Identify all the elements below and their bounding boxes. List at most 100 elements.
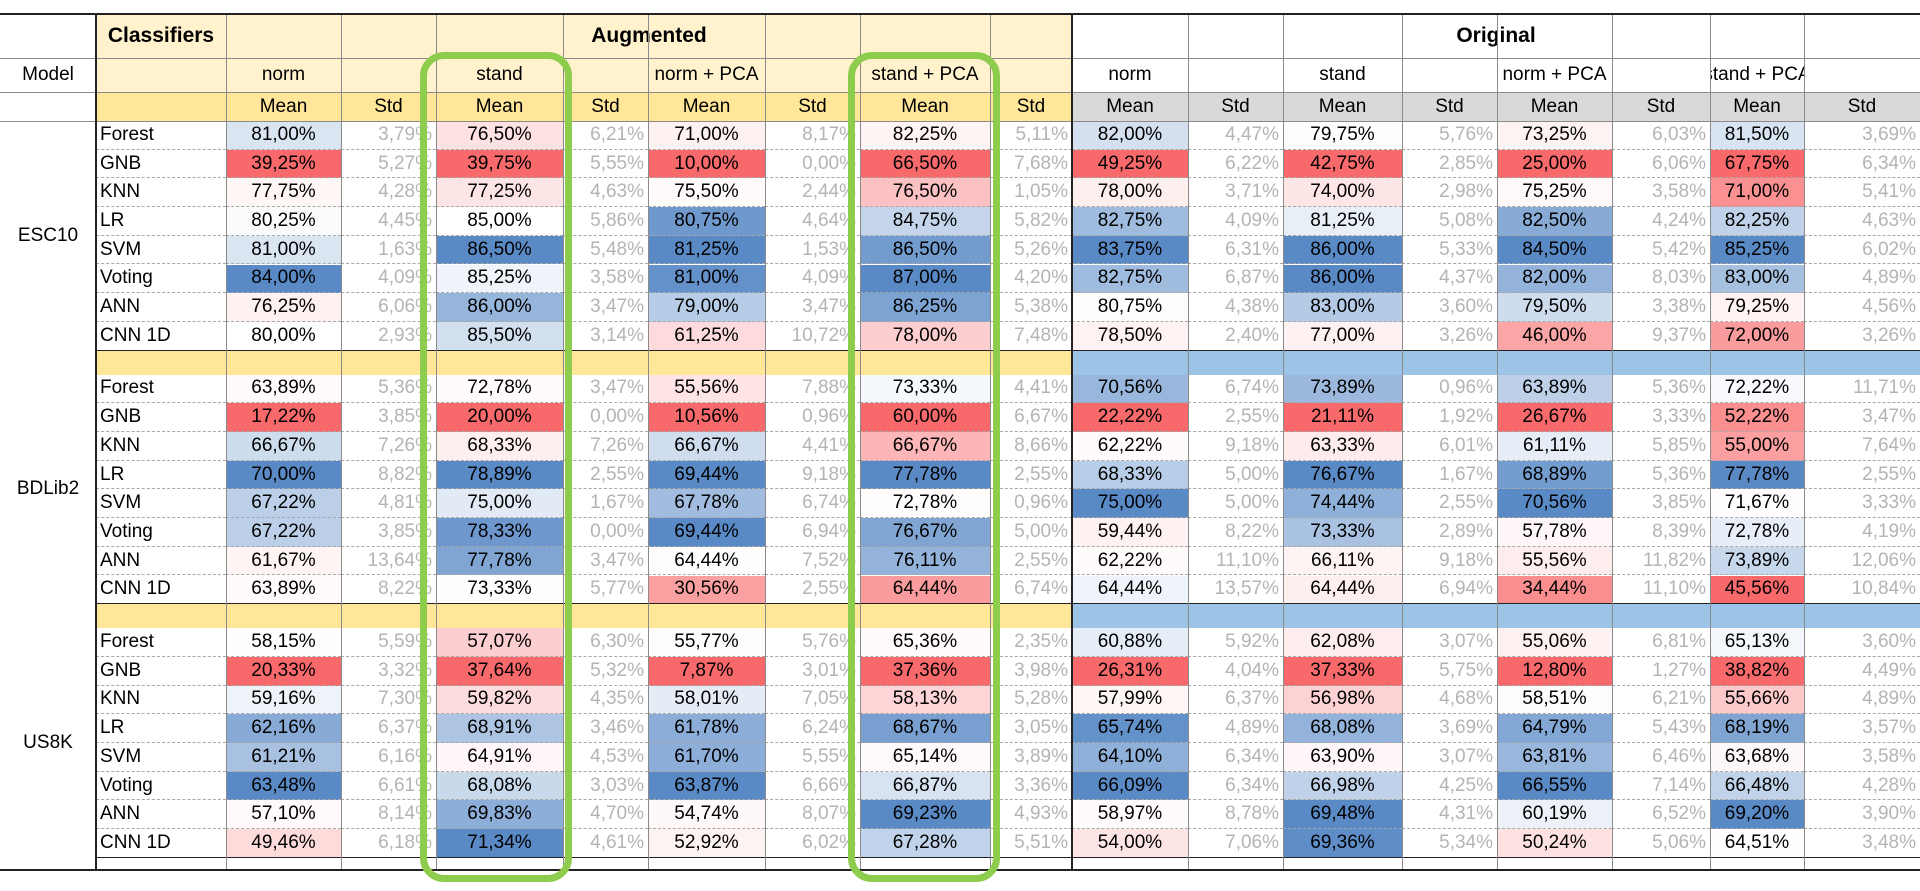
std-cell: 4,41% xyxy=(765,432,860,461)
std-cell: 3,47% xyxy=(765,293,860,322)
mean-cell: 70,56% xyxy=(1072,374,1188,404)
dataset-label-esc10: ESC10 xyxy=(0,121,96,351)
mean-cell: 76,50% xyxy=(860,178,990,208)
mean-cell: 54,74% xyxy=(648,800,765,830)
mean-cell: 57,99% xyxy=(1072,685,1188,715)
std-cell: 9,18% xyxy=(765,460,860,490)
std-cell: 2,44% xyxy=(765,178,860,208)
separator-row xyxy=(1072,350,1920,375)
mean-cell: 25,00% xyxy=(1497,149,1612,179)
classifier-label: GNB xyxy=(96,149,226,179)
mean-cell: 72,78% xyxy=(436,374,563,404)
separator-row xyxy=(96,350,1072,375)
mean-cell: 69,48% xyxy=(1283,800,1402,830)
mean-cell: 68,08% xyxy=(436,771,563,801)
std-cell: 5,77% xyxy=(563,575,648,605)
std-header: Std xyxy=(1612,92,1710,121)
mean-cell: 34,44% xyxy=(1497,575,1612,605)
classifier-label: LR xyxy=(96,460,226,490)
std-cell: 4,41% xyxy=(990,374,1072,404)
mean-cell: 52,92% xyxy=(648,829,765,858)
mean-header: Mean xyxy=(1497,92,1612,121)
classifier-label: ANN xyxy=(96,546,226,576)
mean-cell: 66,67% xyxy=(648,432,765,461)
std-cell: 4,19% xyxy=(1804,518,1920,547)
mean-cell: 86,25% xyxy=(860,293,990,322)
mean-cell: 63,89% xyxy=(1497,374,1612,404)
std-cell: 6,37% xyxy=(341,714,436,743)
std-cell: 2,85% xyxy=(1402,149,1497,179)
mean-cell: 42,75% xyxy=(1283,149,1402,179)
augmented-original-border xyxy=(1071,14,1073,869)
mean-cell: 69,83% xyxy=(436,800,563,830)
classifier-label: SVM xyxy=(96,235,226,265)
grid-line xyxy=(226,14,227,869)
mean-cell: 68,19% xyxy=(1710,714,1804,743)
classifier-label: GNB xyxy=(96,656,226,686)
std-cell: 3,47% xyxy=(563,546,648,576)
mean-cell: 20,33% xyxy=(226,656,341,686)
mean-cell: 63,48% xyxy=(226,771,341,801)
std-cell: 3,79% xyxy=(341,121,436,150)
mean-cell: 78,00% xyxy=(860,321,990,351)
mean-cell: 65,14% xyxy=(860,743,990,772)
mean-cell: 68,89% xyxy=(1497,460,1612,490)
mean-cell: 64,79% xyxy=(1497,714,1612,743)
mean-header: Mean xyxy=(436,92,563,121)
group-header-spacer xyxy=(990,58,1072,92)
mean-cell: 83,75% xyxy=(1072,235,1188,265)
mean-cell: 80,00% xyxy=(226,321,341,351)
std-cell: 5,59% xyxy=(341,628,436,657)
std-cell: 5,86% xyxy=(563,207,648,236)
mean-cell: 80,75% xyxy=(1072,293,1188,322)
std-cell: 3,60% xyxy=(1804,628,1920,657)
std-cell: 6,67% xyxy=(990,403,1072,432)
mean-cell: 73,33% xyxy=(1283,518,1402,547)
std-cell: 6,34% xyxy=(1188,771,1283,801)
original-header: Original xyxy=(1072,14,1920,58)
std-cell: 6,61% xyxy=(341,771,436,801)
std-header: Std xyxy=(341,92,436,121)
mean-cell: 79,25% xyxy=(1710,293,1804,322)
blank-header xyxy=(0,92,96,121)
std-cell: 1,63% xyxy=(341,235,436,265)
std-cell: 4,04% xyxy=(1188,656,1283,686)
mean-cell: 7,87% xyxy=(648,656,765,686)
group-header-spacer xyxy=(1402,58,1497,92)
mean-cell: 84,75% xyxy=(860,207,990,236)
std-cell: 4,35% xyxy=(563,685,648,715)
mean-cell: 58,51% xyxy=(1497,685,1612,715)
mean-cell: 77,78% xyxy=(860,460,990,490)
std-cell: 3,38% xyxy=(1612,293,1710,322)
std-cell: 8,07% xyxy=(765,800,860,830)
mean-cell: 82,00% xyxy=(1072,121,1188,150)
mean-cell: 70,56% xyxy=(1497,489,1612,519)
std-cell: 4,45% xyxy=(341,207,436,236)
mean-cell: 61,67% xyxy=(226,546,341,576)
std-cell: 5,55% xyxy=(563,149,648,179)
mean-cell: 71,34% xyxy=(436,829,563,858)
mean-cell: 55,56% xyxy=(648,374,765,404)
mean-cell: 62,08% xyxy=(1283,628,1402,657)
std-cell: 3,32% xyxy=(341,656,436,686)
mean-cell: 85,50% xyxy=(436,321,563,351)
mean-cell: 73,33% xyxy=(860,374,990,404)
mean-header: Mean xyxy=(1072,92,1188,121)
blank-header xyxy=(96,92,226,121)
std-cell: 6,30% xyxy=(563,628,648,657)
std-cell: 4,31% xyxy=(1402,800,1497,830)
std-cell: 3,47% xyxy=(1804,403,1920,432)
std-cell: 4,28% xyxy=(341,178,436,208)
std-cell: 8,82% xyxy=(341,460,436,490)
separator-row xyxy=(0,350,96,375)
std-cell: 8,39% xyxy=(1612,518,1710,547)
grid-line xyxy=(1402,14,1403,869)
std-cell: 3,07% xyxy=(1402,743,1497,772)
mean-cell: 76,50% xyxy=(436,121,563,150)
mean-cell: 77,00% xyxy=(1283,321,1402,351)
mean-cell: 83,00% xyxy=(1710,264,1804,294)
std-cell: 6,74% xyxy=(990,575,1072,605)
classifier-label: Forest xyxy=(96,121,226,150)
mean-cell: 69,23% xyxy=(860,800,990,830)
mean-cell: 78,33% xyxy=(436,518,563,547)
